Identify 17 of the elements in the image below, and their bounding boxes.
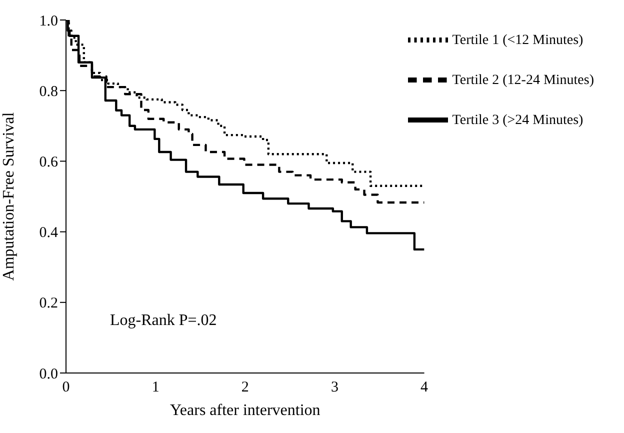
annotation: Log-Rank P=.02 — [110, 312, 217, 330]
y-tick-label: 0.0 — [39, 366, 58, 382]
y-tick-label: 0.6 — [39, 154, 58, 171]
x-tick-label: 1 — [152, 380, 160, 396]
x-tick-label: 2 — [241, 380, 249, 396]
legend-label: Tertile 1 (<12 Minutes) — [452, 32, 584, 48]
y-tick-label: 1.0 — [39, 13, 58, 30]
y-tick-label: 0.2 — [39, 296, 58, 312]
legend-label: Tertile 3 (>24 Minutes) — [452, 112, 584, 128]
y-tick-label: 0.8 — [39, 84, 58, 100]
x-tick-label: 0 — [62, 380, 70, 396]
y-tick-label: 0.4 — [39, 225, 58, 242]
x-tick-label: 3 — [330, 380, 338, 396]
legend-label: Tertile 2 (12-24 Minutes) — [452, 72, 594, 88]
x-tick-label: 4 — [420, 380, 429, 396]
x-axis-title: Years after intervention — [170, 402, 320, 419]
y-axis-title: Amputation-Free Survival — [0, 112, 18, 281]
